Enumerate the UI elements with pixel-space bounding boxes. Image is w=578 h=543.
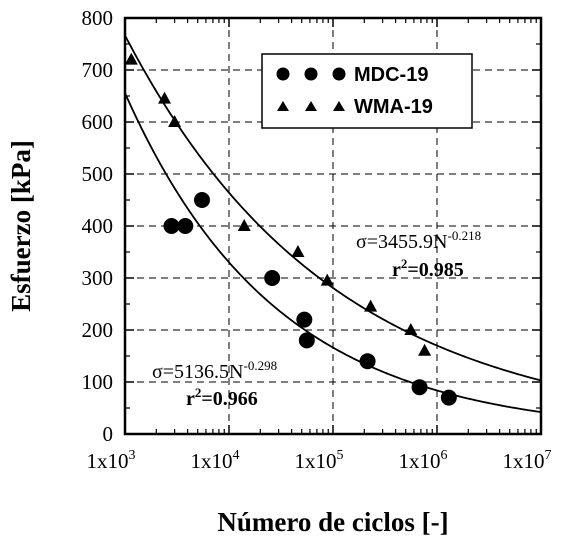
point-mdc-19 bbox=[359, 353, 376, 370]
mdc-equation: σ=5136.5N-0.298 bbox=[152, 358, 277, 383]
point-mdc-19 bbox=[177, 218, 194, 234]
x-tick-label: 1x103 bbox=[87, 448, 136, 473]
legend-triangle-marker bbox=[305, 101, 317, 111]
wma-equation: σ=3455.9N-0.218 bbox=[356, 228, 481, 253]
legend-circle-marker bbox=[304, 67, 318, 81]
legend-label-mdc: MDC-19 bbox=[354, 64, 428, 86]
point-wma-19 bbox=[418, 343, 432, 356]
y-tick-label: 500 bbox=[82, 162, 114, 186]
fit-curve-mdc-19 bbox=[124, 92, 542, 413]
x-tick-label: 1x105 bbox=[295, 448, 344, 473]
y-tick-label: 100 bbox=[82, 370, 114, 394]
data-points bbox=[124, 52, 457, 406]
x-tick-label: 1x106 bbox=[399, 448, 448, 473]
point-wma-19 bbox=[404, 323, 418, 335]
x-axis-title: Número de ciclos [-] bbox=[217, 507, 448, 537]
legend: MDC-19 WMA-19 bbox=[261, 53, 473, 129]
y-axis-title: Esfuerzo [kPa] bbox=[6, 140, 36, 312]
wma-r2: r2=0.985 bbox=[392, 256, 464, 281]
legend-triangle-marker bbox=[333, 101, 345, 111]
point-mdc-19 bbox=[264, 270, 281, 286]
mdc-r2: r2=0.966 bbox=[186, 385, 258, 410]
y-tick-label: 300 bbox=[82, 266, 114, 290]
y-tick-label: 200 bbox=[82, 318, 114, 342]
fit-curves bbox=[124, 34, 542, 413]
annotation-wma: σ=3455.9N-0.218 r2=0.985 bbox=[356, 228, 481, 281]
fit-curve-wma-19 bbox=[124, 34, 542, 382]
point-wma-19 bbox=[291, 245, 305, 257]
point-wma-19 bbox=[168, 115, 182, 127]
legend-circle-marker bbox=[332, 67, 346, 81]
x-tick-label: 1x107 bbox=[503, 448, 552, 473]
point-wma-19 bbox=[124, 52, 138, 65]
point-mdc-19 bbox=[440, 389, 457, 406]
point-wma-19 bbox=[158, 91, 172, 104]
point-mdc-19 bbox=[296, 311, 313, 328]
x-tick-label: 1x104 bbox=[191, 448, 240, 473]
point-mdc-19 bbox=[411, 379, 428, 396]
axis-ticks bbox=[124, 17, 542, 435]
y-tick-label: 800 bbox=[82, 6, 114, 30]
point-mdc-19 bbox=[193, 192, 210, 208]
point-mdc-19 bbox=[163, 218, 180, 234]
legend-circle-marker bbox=[276, 67, 290, 81]
y-tick-label: 0 bbox=[103, 422, 114, 446]
legend-label-wma: WMA-19 bbox=[354, 96, 433, 118]
point-wma-19 bbox=[237, 219, 251, 231]
point-mdc-19 bbox=[298, 332, 315, 349]
annotation-mdc: σ=5136.5N-0.298 r2=0.966 bbox=[152, 358, 277, 410]
legend-triangle-marker bbox=[277, 101, 289, 111]
point-wma-19 bbox=[364, 299, 378, 312]
legend-box bbox=[261, 53, 473, 129]
point-wma-19 bbox=[320, 273, 334, 286]
y-tick-label: 400 bbox=[82, 214, 114, 238]
y-tick-label: 700 bbox=[82, 58, 114, 82]
y-tick-label: 600 bbox=[82, 110, 114, 134]
tick-labels: 1x103 1x104 1x105 1x106 1x107 0 100 200 300 400 50… bbox=[82, 6, 552, 473]
